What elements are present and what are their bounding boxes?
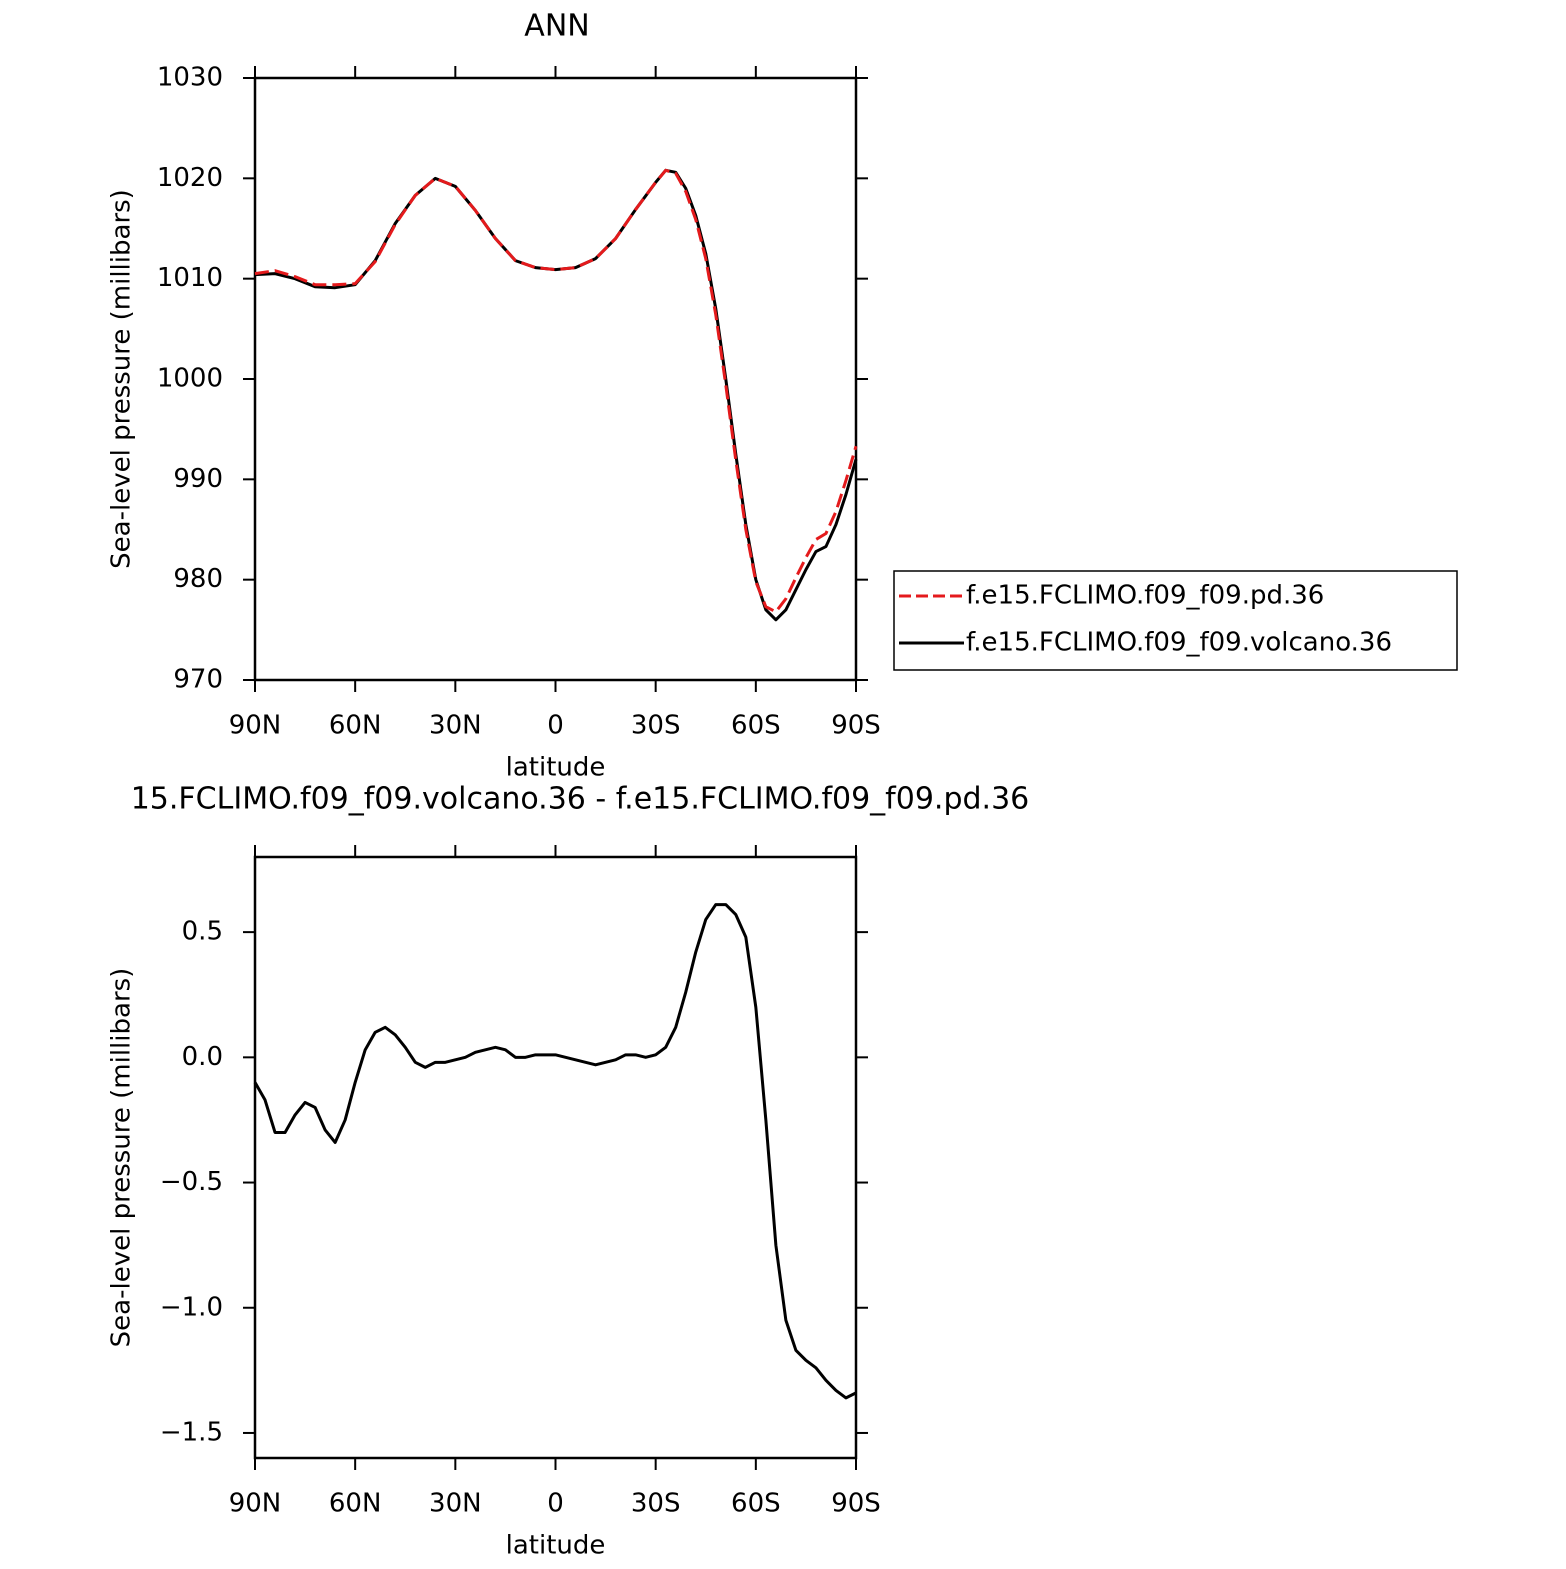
- y-tick-label: 1000: [157, 364, 223, 394]
- plot-frame: [253, 76, 858, 682]
- panel: ANN 970 980 990 1000 1010 1020 1030 90N 60N 30N 0 30…: [107, 9, 1458, 783]
- panel: 15.FCLIMO.f09_f09.volcano.36 - f.e15.FCL…: [107, 782, 1030, 1561]
- data-line: [253, 903, 857, 1400]
- x-tick-label: 0: [547, 711, 564, 741]
- x-tick-label: 90N: [229, 1489, 282, 1519]
- legend-box: [893, 570, 1458, 671]
- legend-label: f.e15.FCLIMO.f09_f09.volcano.36: [966, 628, 1392, 658]
- y-axis-label: Sea-level pressure (millibars): [107, 189, 137, 569]
- y-tick-label: −0.5: [160, 1167, 223, 1197]
- x-tick-label: 90N: [229, 711, 282, 741]
- x-tick-label: 30S: [631, 1489, 681, 1519]
- y-tick-label: 1020: [157, 163, 223, 193]
- y-tick-label: 970: [173, 665, 223, 695]
- legend-label: f.e15.FCLIMO.f09_f09.pd.36: [966, 581, 1324, 611]
- chart-title: ANN: [524, 9, 589, 44]
- plot-frame: [253, 855, 858, 1460]
- y-tick-label: 1010: [157, 263, 223, 293]
- y-axis-label: Sea-level pressure (millibars): [107, 968, 137, 1348]
- y-tick-label: −1.5: [160, 1417, 223, 1447]
- legend: f.e15.FCLIMO.f09_f09.pd.36 f.e15.FCLIMO.f…: [893, 570, 1458, 671]
- data-line: [254, 168, 858, 614]
- y-tick-label: 980: [173, 564, 223, 594]
- x-tick-label: 60S: [731, 1489, 781, 1519]
- y-tick-label: 0.5: [182, 917, 223, 947]
- chart-title: 15.FCLIMO.f09_f09.volcano.36 - f.e15.FCL…: [131, 782, 1030, 817]
- x-tick-label: 30N: [429, 1489, 482, 1519]
- x-tick-label: 60N: [329, 1489, 382, 1519]
- x-axis-label: latitude: [506, 753, 606, 783]
- x-tick-label: 30N: [429, 711, 482, 741]
- y-tick-label: 1030: [157, 63, 223, 93]
- x-tick-label: 60N: [329, 711, 382, 741]
- x-tick-label: 90S: [831, 711, 881, 741]
- y-tick-label: 990: [173, 464, 223, 494]
- x-tick-label: 90S: [831, 1489, 881, 1519]
- x-tick-label: 0: [547, 1489, 564, 1519]
- x-axis-label: latitude: [506, 1531, 606, 1561]
- x-tick-label: 30S: [631, 711, 681, 741]
- y-tick-label: −1.0: [160, 1292, 223, 1322]
- x-tick-label: 60S: [731, 711, 781, 741]
- data-line: [254, 168, 858, 622]
- y-tick-label: 0.0: [182, 1042, 223, 1072]
